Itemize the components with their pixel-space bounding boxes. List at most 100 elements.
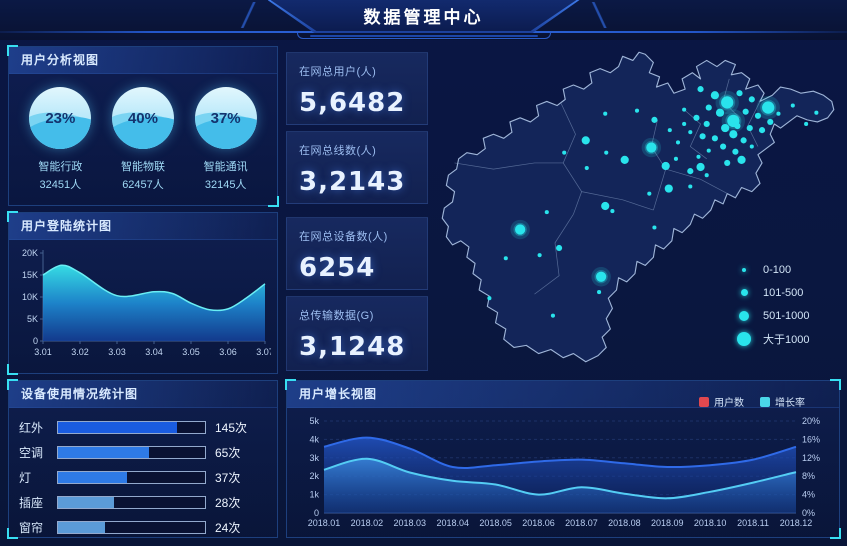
map-dot (604, 150, 609, 155)
svg-text:0: 0 (314, 508, 319, 518)
map-dot (664, 184, 673, 193)
page-title: 数据管理中心 (363, 8, 484, 27)
map-dot (715, 108, 725, 117)
map-dot (562, 150, 567, 155)
map-dot (682, 121, 687, 127)
header-right-accent (579, 2, 619, 28)
map-legend-item: 501-1000 (735, 304, 810, 327)
province-outline (441, 51, 835, 363)
gauge-percent: 40% (127, 109, 158, 127)
liquid-gauge: 23% 智能行政 32451人 (20, 87, 100, 192)
device-bar-track (57, 495, 206, 509)
svg-text:2018.11: 2018.11 (737, 518, 769, 528)
user-growth-chart: 0 0% 1k 4% 2k 8% 3k 12% 4k 16% 5k 20% 2018.01 2018.02… (308, 416, 820, 528)
map-dot (537, 253, 542, 258)
district-border (534, 213, 574, 295)
map-dot (748, 96, 755, 103)
map-dot (758, 127, 766, 134)
device-bar-row: 空调 65次 (19, 445, 265, 460)
stat-card-label: 总传输数据(G) (299, 310, 374, 322)
device-bar-track (57, 470, 206, 484)
legend-label: 101-500 (763, 286, 804, 299)
gauge-count: 62457人 (122, 179, 164, 191)
map-dot (767, 118, 774, 125)
device-usage-panel: 设备使用情况统计图 红外 145次 空调 65次灯 37次 插座 28次 窗帘 24次 (7, 379, 278, 539)
app-header: 数据管理中心 (0, 0, 847, 40)
map-dot (721, 123, 730, 133)
map-dot (556, 244, 563, 252)
device-bar-row: 灯 37次 (19, 470, 265, 485)
svg-text:2018.12: 2018.12 (780, 518, 813, 528)
growth-chart-legend: 用户数 增长率 (699, 394, 805, 409)
map-dot (749, 144, 754, 149)
legend-dot-box (735, 331, 753, 346)
map-dot (790, 103, 795, 108)
user-growth-panel: 用户增长视图 用户数 增长率 0 0% 1k 4% 2k 8% 3k 12% 4k 16% 5k 20%… (285, 379, 841, 539)
svg-text:3.04: 3.04 (145, 347, 163, 357)
district-border (581, 191, 654, 211)
gauge-bubble: 37% (194, 87, 257, 149)
device-bar-row: 红外 145次 (19, 420, 265, 435)
device-bar-track (57, 420, 206, 434)
map-dot (687, 168, 694, 175)
map-dot (814, 110, 819, 115)
device-bar-label: 窗帘 (19, 520, 44, 535)
gauge-percent: 23% (45, 109, 76, 127)
panel-title: 设备使用情况统计图 (9, 381, 277, 408)
stat-card: 在网总线数(人) 3,2143 (286, 131, 428, 204)
map-dot (729, 130, 738, 139)
svg-text:5k: 5k (309, 416, 319, 426)
growth-legend-item[interactable]: 增长率 (760, 394, 805, 409)
svg-text:2018.09: 2018.09 (651, 518, 684, 528)
legend-label: 增长率 (775, 398, 805, 409)
map-dot (503, 256, 508, 261)
map-dot (634, 108, 640, 113)
svg-text:2018.08: 2018.08 (608, 518, 641, 528)
district-border (560, 103, 583, 215)
region-map-svg (441, 51, 835, 363)
growth-legend-item[interactable]: 用户数 (699, 394, 744, 409)
map-dot (721, 96, 734, 109)
panel-title: 用户登陆统计图 (9, 213, 277, 240)
legend-label: 501-1000 (763, 309, 810, 322)
svg-text:5K: 5K (27, 314, 38, 324)
map-dot (746, 125, 753, 132)
map-dot (736, 90, 743, 97)
map-dot (601, 201, 610, 211)
map-dot (724, 159, 731, 166)
device-bars: 红外 145次 空调 65次灯 37次 插座 28次 窗帘 24次 (9, 408, 277, 535)
device-bar-row: 窗帘 24次 (19, 520, 265, 535)
map-legend: 0-100 101-500 501-1000 大于1000 (735, 258, 810, 350)
user-analysis-panel: 用户分析视图 23% 智能行政 32451人 40% 智能物联 62457人 37% 智能通讯… (7, 45, 279, 207)
device-bar-value: 145次 (215, 420, 248, 435)
map-dot (754, 112, 762, 119)
map-dot (705, 104, 712, 111)
svg-text:2018.07: 2018.07 (565, 518, 598, 528)
gauge-bubble: 40% (111, 87, 174, 149)
liquid-gauge: 40% 智能物联 62457人 (103, 87, 183, 192)
stat-card-value: 3,2143 (299, 167, 406, 197)
legend-dot-icon (739, 310, 749, 321)
map-dot (603, 111, 608, 116)
svg-text:2018.05: 2018.05 (479, 518, 512, 528)
corner-bracket-icon (830, 379, 841, 390)
device-bar-value: 37次 (215, 470, 241, 485)
map-dot (711, 135, 718, 142)
stat-card-label: 在网总线数(人) (299, 145, 377, 157)
gauge-count: 32145人 (204, 179, 247, 191)
map-dot (776, 111, 781, 116)
gauge-bubble: 23% (29, 87, 92, 149)
map-dot (697, 86, 704, 93)
svg-text:0: 0 (33, 336, 38, 346)
gauge-count: 32451人 (39, 179, 82, 191)
legend-dot-icon (740, 289, 748, 296)
legend-dot-box (735, 267, 753, 272)
stat-card-value: 5,6482 (299, 88, 406, 118)
corner-bracket-icon (268, 196, 279, 207)
map-dot (740, 137, 747, 144)
device-bar-fill (58, 521, 106, 533)
map-legend-item: 0-100 (735, 258, 810, 281)
svg-text:2018.10: 2018.10 (694, 518, 727, 528)
legend-label: 大于1000 (763, 333, 810, 346)
map-dot (710, 91, 719, 100)
